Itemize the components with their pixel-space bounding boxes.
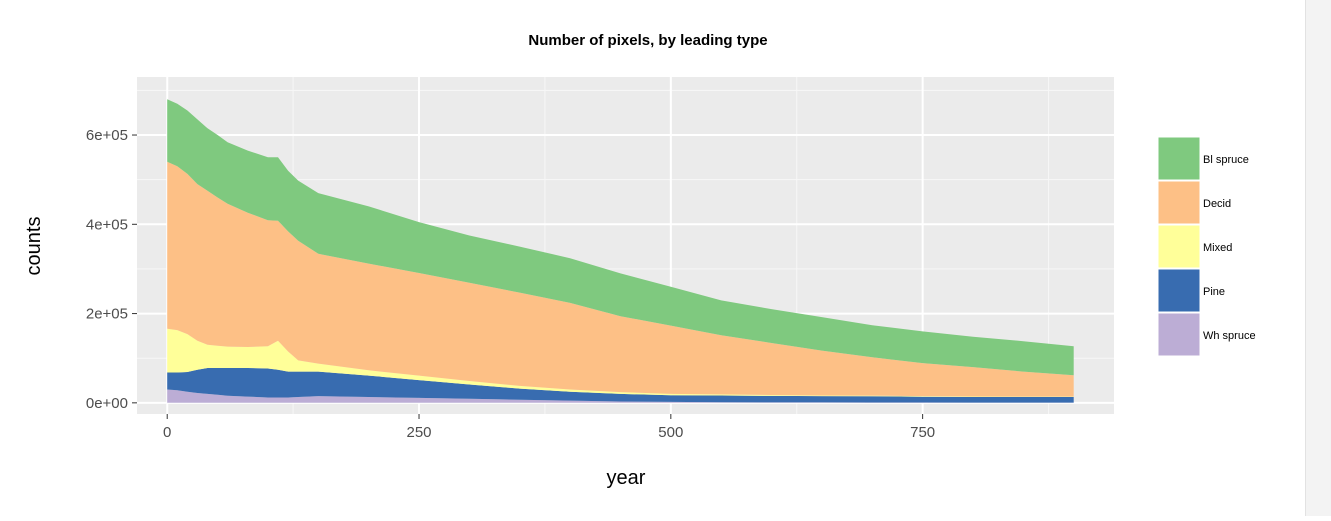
x-tick-label: 250: [407, 424, 432, 441]
legend-key-mixed: [1157, 224, 1201, 269]
area-pine: [167, 368, 1074, 403]
x-axis: 0 250 500 750: [163, 414, 935, 441]
minor-gridlines: [137, 77, 1114, 414]
legend-key-pine: [1157, 268, 1201, 313]
x-tick-label: 750: [910, 424, 935, 441]
y-axis: 0e+00 2e+05 4e+05 6e+05: [86, 127, 137, 412]
y-tick-label: 2e+05: [86, 306, 128, 323]
legend: Bl spruce Decid Mixed Pine Wh spruce: [1157, 136, 1256, 357]
chart-title: Number of pixels, by leading type: [528, 32, 767, 49]
stacked-area-chart: Number of pixels, by leading type 0 250 50…: [23, 32, 1256, 489]
legend-label-bl-spruce: Bl spruce: [1203, 154, 1249, 166]
y-axis-title: counts: [23, 217, 45, 276]
y-tick-label: 0e+00: [86, 395, 128, 412]
legend-label-wh-spruce: Wh spruce: [1203, 330, 1256, 342]
legend-label-decid: Decid: [1203, 198, 1231, 210]
y-tick-label: 4e+05: [86, 216, 128, 233]
legend-label-mixed: Mixed: [1203, 242, 1232, 254]
area-bl-spruce: [167, 99, 1074, 376]
area-wh-spruce: [167, 389, 1074, 403]
legend-key-wh-spruce: [1157, 312, 1201, 357]
legend-label-pine: Pine: [1203, 286, 1225, 298]
x-tick-label: 500: [658, 424, 683, 441]
scrollbar-track[interactable]: [1305, 0, 1331, 516]
area-layers: [167, 99, 1074, 403]
x-tick-label: 0: [163, 424, 171, 441]
legend-key-bl-spruce: [1157, 136, 1201, 181]
area-decid: [167, 161, 1074, 397]
legend-key-decid: [1157, 180, 1201, 225]
y-tick-label: 6e+05: [86, 127, 128, 144]
x-axis-title: year: [607, 467, 646, 489]
